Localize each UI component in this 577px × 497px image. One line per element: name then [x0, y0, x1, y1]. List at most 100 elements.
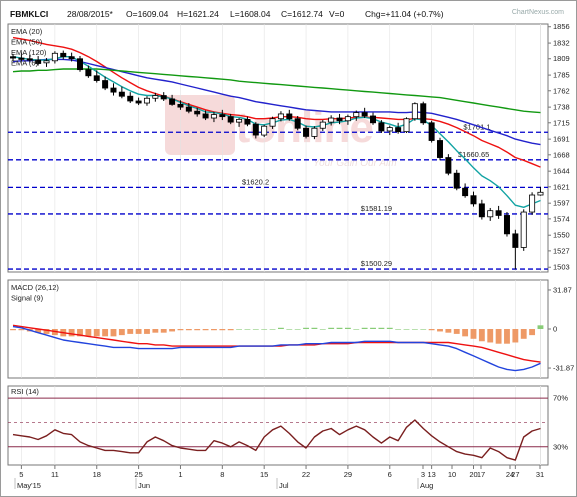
level-label: $1581.19	[361, 204, 392, 213]
candle-body	[35, 59, 42, 64]
price-tick-label: 1832	[553, 39, 570, 48]
candle-body	[202, 113, 209, 119]
x-day-label: 3	[421, 470, 425, 479]
candle-body	[43, 60, 50, 64]
candle-body	[127, 95, 134, 102]
price-tick-label: 1715	[553, 118, 570, 127]
watermark-tagline: Your Gain Our Aim	[313, 158, 397, 169]
candle-body	[495, 210, 502, 216]
candle-body	[169, 98, 176, 105]
ema-line	[12, 36, 541, 168]
legend-item: Signal (9)	[11, 294, 44, 303]
macd-tick-label: 31.87	[553, 285, 572, 294]
price-tick-label: 1738	[553, 103, 570, 112]
watermark: Mtonline Your Gain Our Aim	[165, 95, 397, 169]
high-value: H=1621.24	[177, 9, 219, 19]
macd-histogram-bar	[537, 325, 544, 329]
candle-body	[219, 114, 226, 118]
macd-histogram-bar	[286, 329, 293, 330]
macd-histogram-bar	[211, 329, 217, 331]
macd-histogram-bar	[236, 329, 242, 330]
candle-body	[244, 118, 251, 125]
macd-histogram-bar	[328, 327, 335, 329]
rsi-panel: 70% 30% RSI (14)	[7, 385, 568, 466]
candle-body	[18, 57, 25, 60]
x-day-label: 20	[469, 470, 477, 479]
level-label: $1620.2	[242, 177, 269, 186]
price-tick-label: 1856	[553, 22, 570, 31]
candle-body	[10, 56, 17, 59]
x-day-label: 29	[344, 470, 352, 479]
macd-histogram-bar	[185, 329, 192, 331]
x-day-label: 5	[19, 470, 23, 479]
symbol-label: FBMKLCI	[10, 9, 49, 19]
ema-line	[12, 56, 541, 209]
candle-body	[361, 112, 368, 117]
price-tick-label: 1550	[553, 231, 570, 240]
candle-body	[143, 97, 150, 104]
macd-histogram-bar	[487, 329, 494, 343]
macd-histogram-bar	[403, 329, 410, 330]
candle-body	[420, 103, 427, 124]
macd-histogram-bar	[202, 329, 209, 331]
macd-histogram-bar	[35, 329, 42, 333]
candle-body	[344, 116, 351, 122]
rsi-line	[12, 419, 541, 461]
macd-histogram-bar	[437, 329, 443, 332]
ema-line	[12, 68, 541, 114]
candle-body	[277, 113, 284, 120]
x-day-label: 17	[477, 470, 485, 479]
macd-histogram-bar	[227, 329, 234, 331]
candle-body	[269, 118, 276, 127]
candle-body	[386, 127, 393, 132]
macd-histogram-bar	[252, 329, 259, 330]
candle-body	[303, 127, 310, 137]
macd-histogram-bar	[512, 329, 519, 343]
macd-histogram-bar	[278, 327, 284, 329]
x-month-label: Jun	[138, 481, 150, 490]
macd-histogram-bar	[43, 329, 50, 334]
macd-histogram-bar	[370, 327, 376, 329]
macd-histogram-bar	[68, 329, 75, 337]
candle-body	[328, 117, 335, 123]
macd-histogram-bar	[294, 329, 301, 330]
macd-histogram-bar	[194, 329, 201, 331]
macd-histogram-bar	[10, 329, 16, 331]
macd-histogram-bar	[344, 327, 351, 329]
open-value: O=1609.04	[126, 9, 169, 19]
rsi-tick-label: 30%	[553, 442, 568, 451]
candle-body	[102, 80, 109, 89]
macd-histogram-bar	[102, 329, 109, 337]
candle-body	[336, 117, 343, 122]
level-label: $1500.29	[361, 259, 392, 268]
macd-histogram-bar	[244, 329, 251, 330]
macd-histogram-bar	[361, 327, 368, 329]
rsi-panel-border	[7, 385, 549, 466]
x-day-label: 31	[536, 470, 544, 479]
macd-histogram-bar	[110, 329, 117, 337]
legend-item: RSI (14)	[11, 387, 39, 396]
x-day-label: 24	[506, 470, 514, 479]
x-day-label: 8	[220, 470, 224, 479]
candle-body	[478, 203, 485, 218]
legend-item: MACD (26,12)	[11, 283, 59, 292]
legend-item: EMA (20)	[11, 27, 43, 36]
macd-histogram-bar	[428, 329, 435, 331]
x-month-label: Aug	[420, 481, 433, 490]
low-value: L=1608.04	[230, 9, 271, 19]
candle-body	[286, 113, 293, 120]
macd-tick-label: -31.87	[553, 364, 574, 373]
x-month-label: May'15	[17, 481, 41, 490]
candle-body	[487, 210, 494, 218]
x-day-label: 22	[302, 470, 310, 479]
candle-body	[537, 191, 544, 196]
macd-histogram-bar	[462, 329, 469, 337]
macd-histogram-bar	[420, 329, 427, 330]
candle-body	[77, 58, 83, 71]
volume-value: V=0	[329, 9, 345, 19]
level-label: $1660.65	[458, 150, 489, 159]
candle-body	[503, 215, 510, 235]
